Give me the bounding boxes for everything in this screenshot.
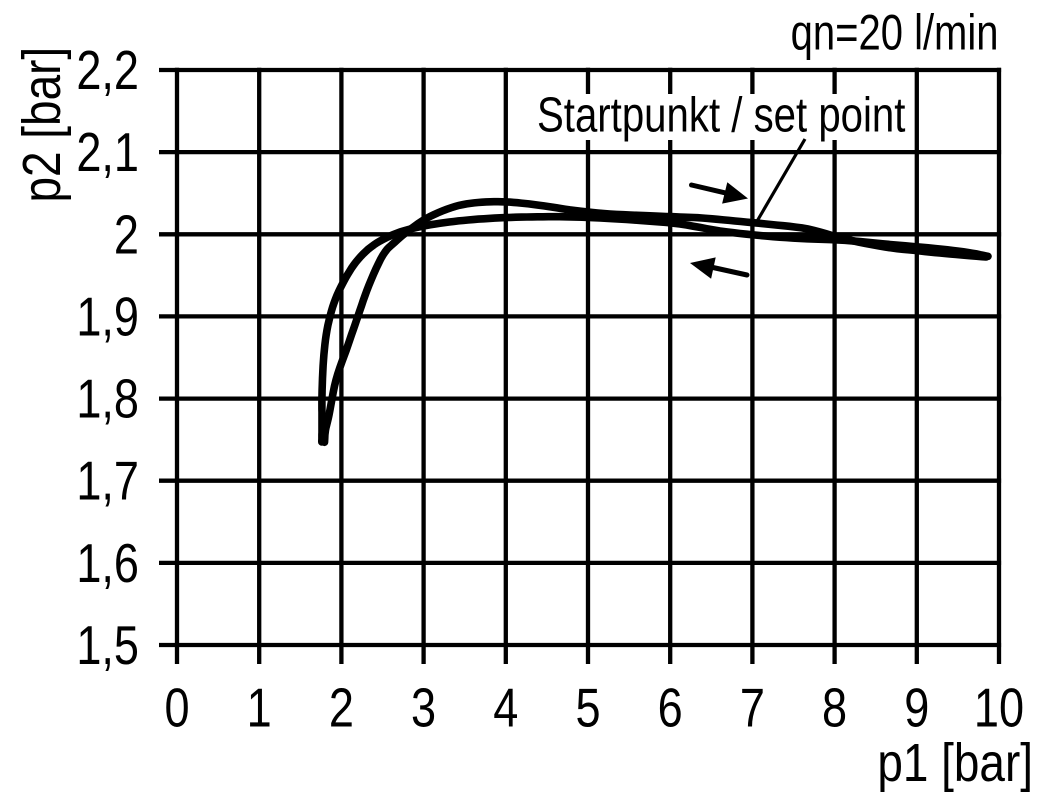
svg-text:4: 4 <box>493 676 518 738</box>
svg-text:1: 1 <box>247 676 272 738</box>
svg-text:1,6: 1,6 <box>76 532 139 594</box>
svg-text:1,7: 1,7 <box>76 449 139 511</box>
svg-text:6: 6 <box>658 676 683 738</box>
svg-text:9: 9 <box>904 676 929 738</box>
svg-text:1,9: 1,9 <box>76 285 139 347</box>
svg-text:1,8: 1,8 <box>76 367 139 429</box>
svg-text:2,2: 2,2 <box>76 39 139 101</box>
svg-text:Startpunkt / set point: Startpunkt / set point <box>537 88 906 143</box>
svg-text:0: 0 <box>164 676 189 738</box>
svg-text:5: 5 <box>575 676 600 738</box>
svg-text:qn=20 l/min: qn=20 l/min <box>791 4 999 60</box>
svg-text:7: 7 <box>740 676 765 738</box>
svg-text:10: 10 <box>974 676 1024 738</box>
svg-text:2: 2 <box>329 676 354 738</box>
svg-text:1,5: 1,5 <box>76 614 139 676</box>
svg-text:2: 2 <box>114 203 139 265</box>
svg-text:8: 8 <box>822 676 847 738</box>
svg-text:2,1: 2,1 <box>76 121 139 183</box>
svg-text:p2 [bar]: p2 [bar] <box>12 47 72 203</box>
svg-text:3: 3 <box>411 676 436 738</box>
svg-text:p1 [bar]: p1 [bar] <box>877 733 1033 793</box>
